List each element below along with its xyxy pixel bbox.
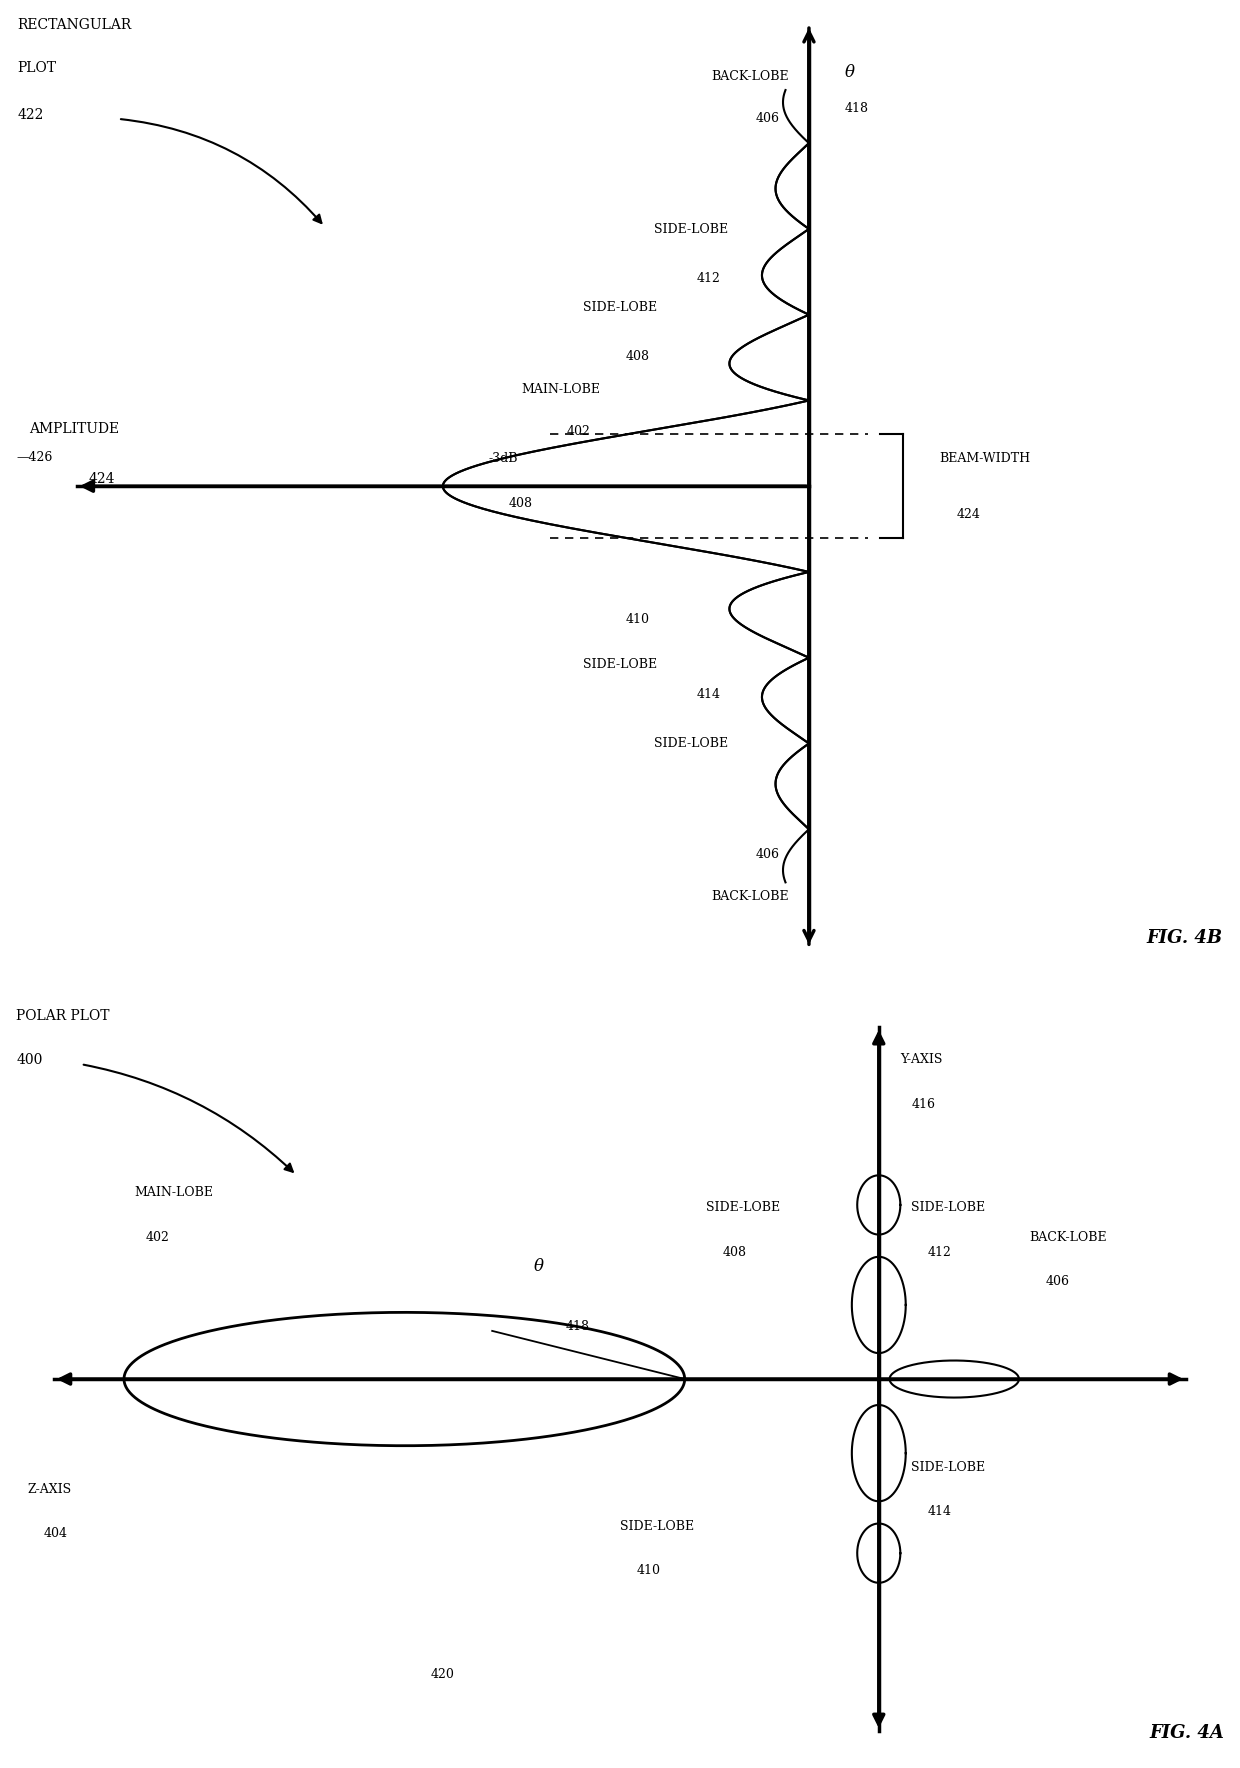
Text: SIDE-LOBE: SIDE-LOBE	[911, 1200, 986, 1215]
Text: SIDE-LOBE: SIDE-LOBE	[653, 223, 728, 235]
Text: 410: 410	[626, 613, 650, 626]
Text: FIG. 4A: FIG. 4A	[1149, 1724, 1224, 1741]
Text: 416: 416	[911, 1098, 935, 1110]
Text: 402: 402	[567, 424, 590, 438]
Text: 414: 414	[928, 1505, 951, 1519]
Text: 424: 424	[956, 507, 981, 522]
Text: BACK-LOBE: BACK-LOBE	[1029, 1231, 1107, 1245]
Text: SIDE-LOBE: SIDE-LOBE	[653, 737, 728, 750]
Text: 412: 412	[697, 272, 720, 285]
Text: POLAR PLOT: POLAR PLOT	[16, 1008, 109, 1022]
Text: MAIN-LOBE: MAIN-LOBE	[135, 1186, 213, 1199]
Text: SIDE-LOBE: SIDE-LOBE	[707, 1200, 780, 1215]
Text: 422: 422	[17, 108, 45, 122]
Text: RECTANGULAR: RECTANGULAR	[17, 18, 131, 32]
Text: 424: 424	[88, 472, 115, 486]
Text: BEAM-WIDTH: BEAM-WIDTH	[939, 451, 1030, 465]
Text: PLOT: PLOT	[17, 62, 57, 76]
Text: 412: 412	[928, 1246, 951, 1259]
Text: 404: 404	[43, 1528, 67, 1540]
Text: SIDE-LOBE: SIDE-LOBE	[620, 1520, 694, 1533]
Text: θ: θ	[844, 64, 854, 81]
Text: Y-AXIS: Y-AXIS	[900, 1054, 942, 1066]
Text: BACK-LOBE: BACK-LOBE	[711, 69, 789, 83]
Text: BACK-LOBE: BACK-LOBE	[711, 889, 789, 903]
Text: 406: 406	[755, 111, 780, 126]
Text: 420: 420	[430, 1667, 454, 1681]
Text: 406: 406	[1045, 1275, 1070, 1289]
Text: 418: 418	[567, 1319, 590, 1333]
Text: MAIN-LOBE: MAIN-LOBE	[522, 384, 600, 396]
Text: -3dB: -3dB	[489, 451, 517, 465]
Text: 408: 408	[723, 1246, 746, 1259]
Text: 418: 418	[844, 101, 868, 115]
Text: —426: —426	[17, 451, 53, 463]
Text: θ: θ	[533, 1259, 543, 1275]
Text: 408: 408	[508, 497, 533, 509]
Text: AMPLITUDE: AMPLITUDE	[30, 423, 119, 435]
Text: 410: 410	[636, 1565, 660, 1577]
Text: FIG. 4B: FIG. 4B	[1146, 930, 1223, 948]
Text: SIDE-LOBE: SIDE-LOBE	[911, 1460, 986, 1473]
Text: 408: 408	[626, 350, 650, 364]
Text: 400: 400	[16, 1054, 42, 1068]
Text: SIDE-LOBE: SIDE-LOBE	[583, 658, 657, 672]
Text: SIDE-LOBE: SIDE-LOBE	[583, 301, 657, 315]
Text: 406: 406	[755, 847, 780, 861]
Text: 402: 402	[145, 1231, 170, 1245]
Text: 414: 414	[697, 688, 720, 700]
Text: Z-AXIS: Z-AXIS	[27, 1483, 71, 1496]
